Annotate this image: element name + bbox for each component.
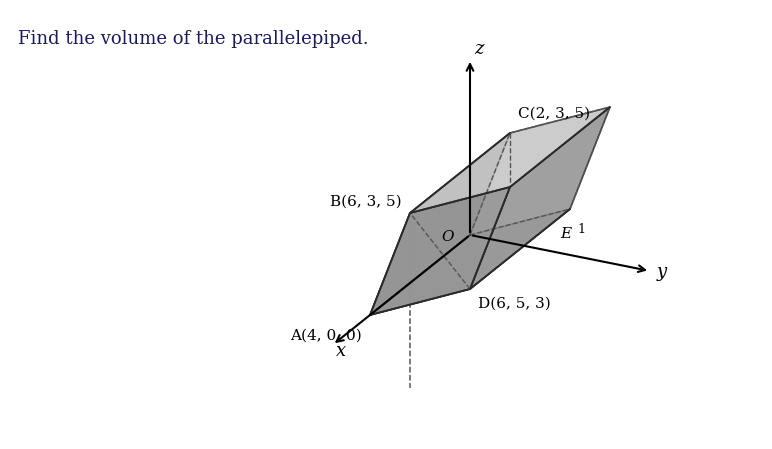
Text: A(4, 0, 0): A(4, 0, 0) — [290, 329, 362, 343]
Text: y: y — [657, 263, 667, 281]
Text: x: x — [336, 342, 346, 360]
Text: B(6, 3, 5): B(6, 3, 5) — [330, 195, 402, 209]
Polygon shape — [370, 187, 510, 315]
Text: O: O — [442, 230, 454, 244]
Text: E: E — [560, 227, 571, 241]
Text: Find the volume of the parallelepiped.: Find the volume of the parallelepiped. — [18, 30, 368, 48]
Text: D(6, 5, 3): D(6, 5, 3) — [478, 297, 550, 311]
Polygon shape — [370, 209, 570, 315]
Polygon shape — [370, 133, 510, 315]
Polygon shape — [470, 107, 610, 289]
Polygon shape — [410, 107, 610, 213]
Text: 1: 1 — [577, 223, 585, 236]
Text: C(2, 3, 5): C(2, 3, 5) — [518, 107, 590, 121]
Text: z: z — [474, 40, 483, 58]
